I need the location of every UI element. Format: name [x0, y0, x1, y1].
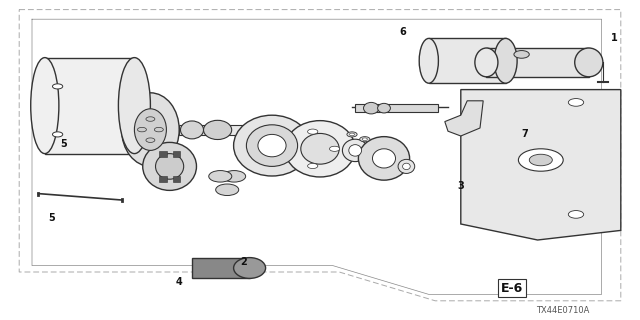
Bar	[45, 58, 134, 154]
Text: 2: 2	[240, 257, 246, 268]
Circle shape	[514, 51, 529, 58]
Ellipse shape	[475, 48, 498, 77]
Ellipse shape	[575, 48, 603, 77]
Ellipse shape	[118, 58, 150, 154]
Bar	[159, 151, 166, 157]
Ellipse shape	[156, 154, 184, 179]
Ellipse shape	[301, 133, 339, 164]
Ellipse shape	[234, 258, 266, 278]
Text: 5: 5	[61, 139, 67, 149]
Polygon shape	[445, 101, 483, 136]
Bar	[159, 176, 166, 182]
Ellipse shape	[364, 102, 379, 114]
Ellipse shape	[258, 134, 286, 157]
Text: 3: 3	[458, 180, 464, 191]
Ellipse shape	[143, 142, 196, 190]
Ellipse shape	[122, 93, 179, 166]
Ellipse shape	[372, 149, 396, 168]
Text: 5: 5	[48, 212, 54, 223]
Bar	[173, 176, 180, 182]
Ellipse shape	[246, 125, 298, 166]
Circle shape	[146, 117, 155, 121]
Circle shape	[308, 164, 318, 169]
Bar	[192, 258, 250, 278]
Circle shape	[308, 129, 318, 134]
Bar	[486, 48, 589, 77]
Polygon shape	[461, 90, 621, 240]
Ellipse shape	[234, 115, 310, 176]
Text: TX44E0710A: TX44E0710A	[536, 306, 590, 315]
Ellipse shape	[349, 145, 362, 156]
Text: 7: 7	[522, 129, 528, 140]
Circle shape	[52, 132, 63, 137]
Circle shape	[216, 184, 239, 196]
Circle shape	[146, 138, 155, 142]
Text: 1: 1	[611, 33, 618, 44]
Ellipse shape	[180, 121, 204, 139]
Text: E-6: E-6	[501, 282, 523, 294]
Ellipse shape	[403, 163, 410, 170]
Circle shape	[568, 99, 584, 106]
Text: 6: 6	[400, 27, 406, 37]
Bar	[429, 38, 506, 83]
Circle shape	[138, 127, 147, 132]
Circle shape	[362, 138, 367, 140]
Text: 4: 4	[176, 276, 182, 287]
Bar	[355, 104, 438, 112]
Circle shape	[223, 171, 246, 182]
Ellipse shape	[342, 139, 368, 162]
Ellipse shape	[494, 38, 517, 83]
Circle shape	[529, 154, 552, 166]
Ellipse shape	[285, 121, 355, 177]
Ellipse shape	[398, 159, 415, 173]
Circle shape	[52, 84, 63, 89]
Ellipse shape	[378, 103, 390, 113]
Circle shape	[360, 137, 370, 142]
Circle shape	[330, 146, 340, 151]
Ellipse shape	[419, 38, 438, 83]
Circle shape	[518, 149, 563, 171]
Bar	[173, 151, 180, 157]
Circle shape	[209, 171, 232, 182]
Circle shape	[568, 211, 584, 218]
Ellipse shape	[204, 120, 232, 140]
Circle shape	[349, 133, 355, 136]
Circle shape	[154, 127, 163, 132]
Circle shape	[347, 132, 357, 137]
Ellipse shape	[358, 137, 410, 180]
Ellipse shape	[134, 109, 166, 150]
Bar	[179, 125, 294, 135]
Ellipse shape	[31, 58, 59, 154]
